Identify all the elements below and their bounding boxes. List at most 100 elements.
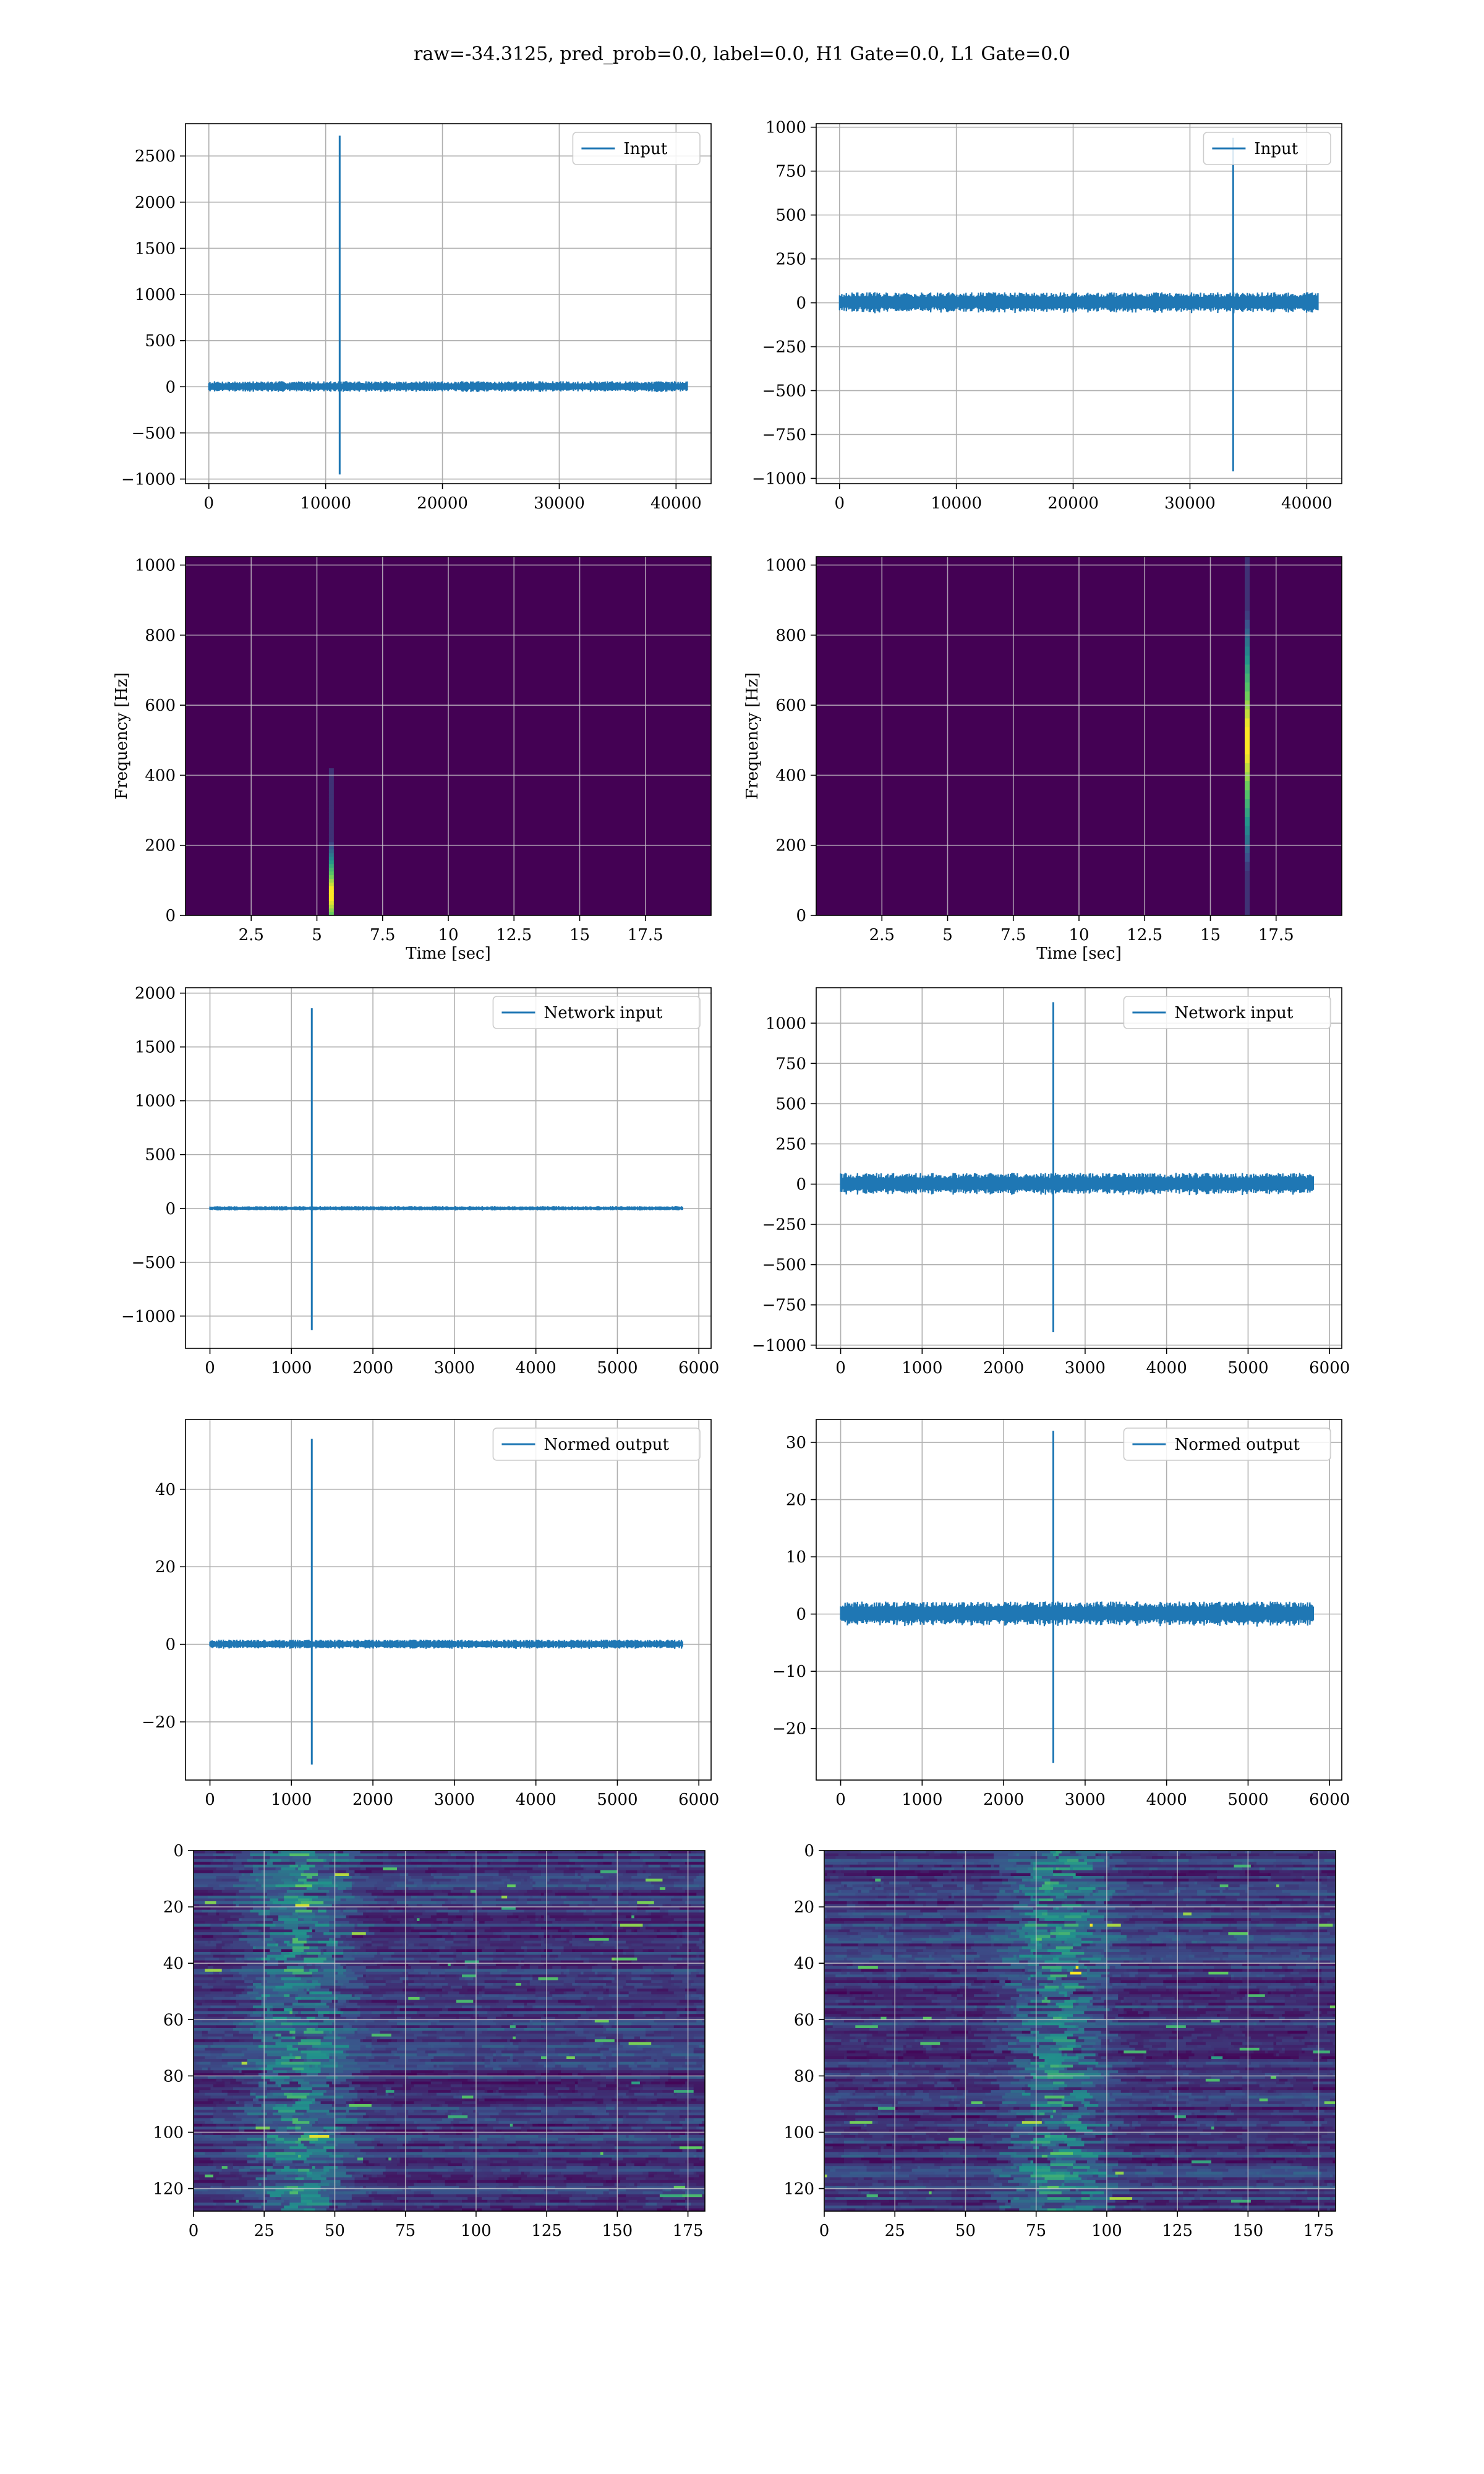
emb-h1-cell bbox=[354, 1895, 361, 1899]
emb-h1-cell bbox=[194, 2157, 211, 2161]
emb-h1-cell bbox=[385, 2090, 395, 2094]
emb-h1-cell bbox=[442, 1904, 463, 1907]
emb-h1-cell bbox=[436, 1912, 448, 1916]
emb-h1-cell bbox=[403, 2031, 423, 2034]
emb-h1-cell bbox=[549, 2034, 556, 2037]
emb-h1-cell bbox=[363, 2107, 381, 2110]
emb-h1-cell bbox=[600, 2084, 607, 2088]
emb-h1-cell bbox=[371, 2126, 381, 2130]
emb-h1-cell bbox=[614, 1949, 624, 1953]
emb-h1-cell bbox=[318, 2118, 336, 2121]
emb-h1-cell bbox=[498, 1890, 502, 1893]
emb-h1-cell bbox=[473, 1977, 497, 1981]
emb-h1-cell bbox=[343, 1966, 347, 1969]
emb-h1-cell bbox=[371, 2045, 386, 2048]
emb-h1-cell bbox=[482, 2143, 502, 2147]
emb-h1-cell bbox=[312, 2101, 316, 2105]
emb-h1-cell bbox=[623, 2034, 646, 2037]
emb-h1-cell bbox=[597, 1985, 604, 1989]
emb-h1-cell bbox=[411, 2090, 429, 2094]
emb-h1-cell bbox=[261, 2039, 273, 2043]
emb-h1-cell bbox=[606, 2081, 615, 2085]
emb-h1-cell bbox=[244, 1960, 268, 1964]
spec-l1-hotspot-cell bbox=[1245, 781, 1250, 790]
emb-h1-cell bbox=[306, 2022, 318, 2026]
emb-h1-cell bbox=[377, 1895, 398, 1899]
emb-h1-cell bbox=[255, 2008, 268, 2012]
emb-h1-cell bbox=[696, 1988, 705, 1992]
emb-h1-cell bbox=[504, 2008, 519, 2012]
emb-h1-cell bbox=[292, 2104, 296, 2108]
emb-h1-cell bbox=[354, 1870, 372, 1874]
emb-h1-cell bbox=[620, 2143, 638, 2147]
emb-h1-cell bbox=[272, 2092, 284, 2096]
emb-h1-cell bbox=[490, 2025, 502, 2029]
emb-h1-cell bbox=[473, 2107, 497, 2110]
emb-h1-cell bbox=[335, 2121, 358, 2125]
emb-h1-cell bbox=[555, 2034, 573, 2037]
emb-h1-cell bbox=[535, 1907, 547, 1911]
emb-h1-cell bbox=[518, 2061, 539, 2065]
emb-h1-cell bbox=[343, 1851, 361, 1854]
emb-h1-cell bbox=[540, 2112, 559, 2116]
emb-h1-cell bbox=[425, 2129, 434, 2133]
emb-h1-cell bbox=[232, 1924, 250, 1927]
emb-h1-cell bbox=[448, 1907, 457, 1911]
emb-h1-cell bbox=[351, 2025, 367, 2029]
emb-h1-cell bbox=[323, 2146, 336, 2150]
emb-h1-cell bbox=[360, 1851, 383, 1854]
emb-h1-cell bbox=[433, 1867, 448, 1871]
emb-h1-cell bbox=[275, 2143, 299, 2147]
emb-h1-cell bbox=[326, 1907, 347, 1911]
emb-h1-cell bbox=[639, 2090, 663, 2094]
emb-h1-cell bbox=[527, 2025, 542, 2029]
emb-h1-cell bbox=[662, 1985, 680, 1989]
emb-h1-cell bbox=[668, 1853, 672, 1857]
emb-h1-cell bbox=[224, 2034, 234, 2037]
emb-h1-cell bbox=[377, 1901, 389, 1905]
emb-h1-cell bbox=[396, 2022, 409, 2026]
emb-h1-cell bbox=[507, 2143, 516, 2147]
emb-h1-cell bbox=[199, 1985, 203, 1989]
emb-h1-cell bbox=[428, 1887, 434, 1891]
emb-h1-cell bbox=[442, 1966, 451, 1969]
emb-h1-cell bbox=[583, 2078, 592, 2082]
emb-h1-cell bbox=[408, 2149, 423, 2152]
emb-h1-cell bbox=[278, 1870, 302, 1874]
emb-h1-cell bbox=[563, 2092, 578, 2096]
emb-h1-cell bbox=[501, 2008, 505, 2012]
emb-h1-cell bbox=[255, 2146, 265, 2150]
emb-h1-cell bbox=[513, 1853, 536, 1857]
emb-h1-cell bbox=[338, 1943, 347, 1947]
emb-h1-cell bbox=[357, 2132, 361, 2136]
emb-h1-cell bbox=[549, 1991, 565, 1995]
emb-h1-cell bbox=[261, 1994, 270, 1998]
emb-h1-cell bbox=[315, 1912, 327, 1916]
emb-h1-cell bbox=[403, 2036, 417, 2040]
emb-h1-cell bbox=[527, 1971, 547, 1975]
emb-h1-cell bbox=[578, 2019, 584, 2023]
emb-h1-cell bbox=[239, 1938, 259, 1941]
emb-h1-cell bbox=[532, 1875, 547, 1880]
emb-h1-cell bbox=[363, 2157, 383, 2161]
emb-h1-cell bbox=[210, 1915, 231, 1919]
emb-h1-cell bbox=[475, 1994, 480, 1998]
emb-h1-cell bbox=[391, 1963, 409, 1967]
emb-h1-cell bbox=[349, 1980, 367, 1984]
emb-h1-cell bbox=[194, 1949, 211, 1953]
emb-h1-cell bbox=[360, 2011, 372, 2014]
emb-h1-cell bbox=[202, 2067, 208, 2071]
emb-h1-cell bbox=[659, 2065, 683, 2068]
emb-h1-cell bbox=[574, 1977, 590, 1981]
emb-h1-cell bbox=[639, 2070, 644, 2074]
emb-h1-cell bbox=[318, 1878, 333, 1882]
input-h1-ytick-label: 2000 bbox=[135, 194, 176, 212]
spec-l1-hotspot-cell bbox=[1245, 593, 1250, 602]
emb-h1-cell bbox=[459, 2121, 471, 2125]
emb-h1-cell bbox=[329, 1920, 349, 1925]
emb-h1-cell bbox=[552, 2129, 576, 2133]
emb-h1-cell bbox=[566, 1974, 578, 1978]
emb-h1-cell bbox=[493, 2059, 497, 2063]
emb-h1-cell bbox=[487, 1909, 500, 1913]
emb-h1-cell bbox=[411, 1926, 414, 1930]
